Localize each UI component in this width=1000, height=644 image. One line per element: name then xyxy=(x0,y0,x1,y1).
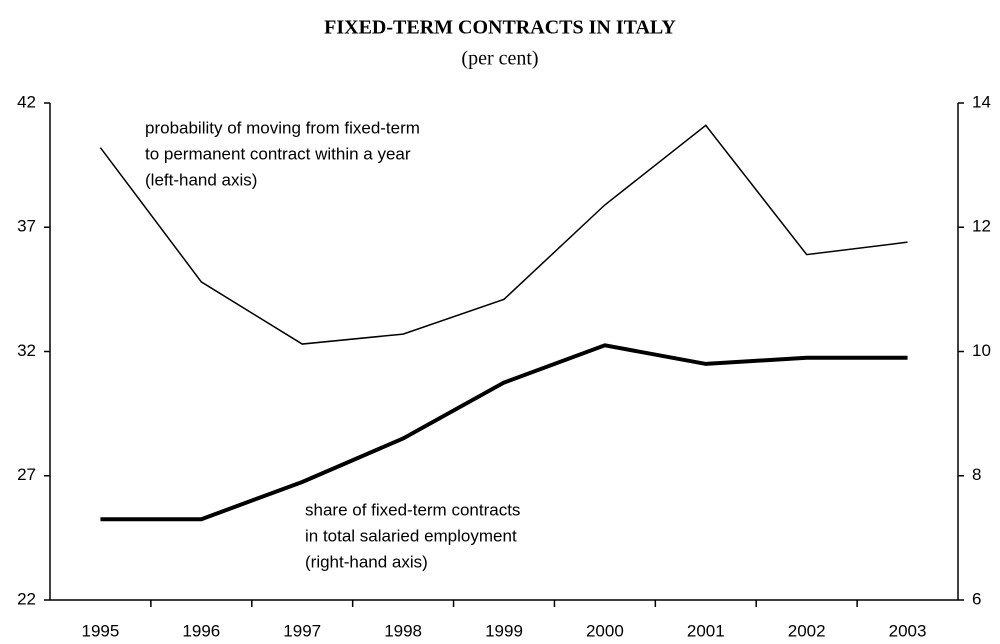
series-annotation: share of fixed-term contracts xyxy=(305,500,520,519)
x-tick-label: 2003 xyxy=(889,621,927,640)
y-tick-label: 32 xyxy=(17,341,36,360)
x-tick-label: 2000 xyxy=(586,621,624,640)
series-line xyxy=(99,124,908,345)
x-tick-label: 1999 xyxy=(485,621,523,640)
x-tick-label: 1995 xyxy=(82,621,120,640)
series-annotation: (right-hand axis) xyxy=(305,552,428,571)
x-tick-label: 1997 xyxy=(283,621,321,640)
chart-subtitle: (per cent) xyxy=(461,48,538,70)
y-tick-label: 27 xyxy=(17,465,36,484)
series-line xyxy=(100,343,908,522)
x-tick-label: 1996 xyxy=(182,621,220,640)
y-tick-label: 22 xyxy=(17,589,36,608)
y2-tick-label: 12 xyxy=(972,217,991,236)
y2-tick-label: 10 xyxy=(972,341,991,360)
y-tick-label: 37 xyxy=(17,217,36,236)
x-tick-label: 2001 xyxy=(687,621,725,640)
series-annotation: in total salaried employment xyxy=(305,526,517,545)
y2-tick-label: 6 xyxy=(972,589,981,608)
series-annotation: to permanent contract within a year xyxy=(145,144,411,163)
x-tick-label: 2002 xyxy=(788,621,826,640)
chart-title: FIXED-TERM CONTRACTS IN ITALY xyxy=(324,17,676,39)
y2-tick-label: 14 xyxy=(972,92,991,111)
series-annotation: probability of moving from fixed-term xyxy=(145,118,420,137)
series-annotation: (left-hand axis) xyxy=(145,170,257,189)
y2-tick-label: 8 xyxy=(972,465,981,484)
x-tick-label: 1998 xyxy=(384,621,422,640)
y-tick-label: 42 xyxy=(17,92,36,111)
